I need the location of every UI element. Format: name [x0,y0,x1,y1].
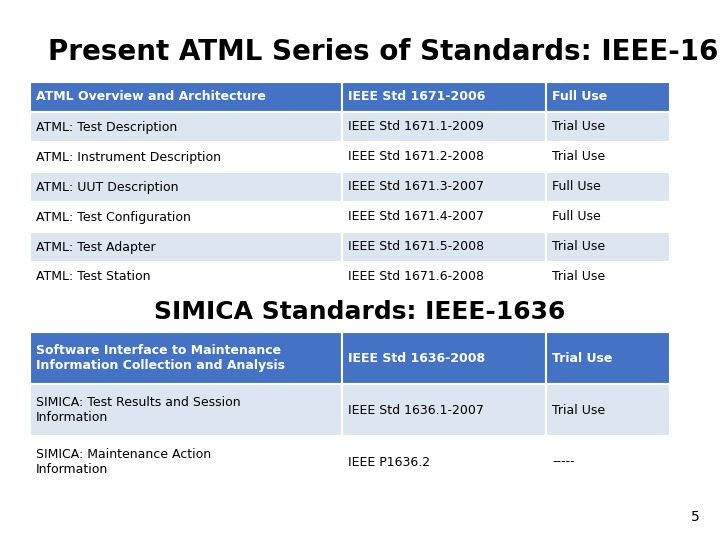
Text: IEEE Std 1671.6-2008: IEEE Std 1671.6-2008 [348,271,484,284]
Text: SIMICA Standards: IEEE-1636: SIMICA Standards: IEEE-1636 [154,300,566,324]
Bar [341,262,546,292]
Bar [341,142,546,172]
Text: Software Interface to Maintenance
Information Collection and Analysis: Software Interface to Maintenance Inform… [36,344,285,372]
Text: IEEE Std 1671.5-2008: IEEE Std 1671.5-2008 [348,240,484,253]
Bar [341,172,546,202]
Bar [546,202,670,232]
Bar [341,202,546,232]
Text: IEEE Std 1671-2006: IEEE Std 1671-2006 [348,91,485,104]
Text: Trial Use: Trial Use [552,240,605,253]
Bar [30,262,341,292]
Bar [30,436,341,488]
Text: IEEE P1636.2: IEEE P1636.2 [348,456,430,469]
Bar [341,82,546,112]
Text: ATML: Test Adapter: ATML: Test Adapter [36,240,156,253]
Text: IEEE Std 1671.3-2007: IEEE Std 1671.3-2007 [348,180,484,193]
Bar [30,112,341,142]
Text: IEEE Std 1636.1-2007: IEEE Std 1636.1-2007 [348,403,483,416]
Text: Trial Use: Trial Use [552,151,605,164]
Bar [30,172,341,202]
Text: IEEE Std 1671.1-2009: IEEE Std 1671.1-2009 [348,120,483,133]
Bar [30,82,341,112]
Bar [30,202,341,232]
Text: -----: ----- [552,456,575,469]
Text: Trial Use: Trial Use [552,120,605,133]
Bar [546,112,670,142]
Bar [546,172,670,202]
Bar [30,232,341,262]
Text: SIMICA: Maintenance Action
Information: SIMICA: Maintenance Action Information [36,448,211,476]
Text: Trial Use: Trial Use [552,403,605,416]
Text: ATML: Test Configuration: ATML: Test Configuration [36,211,191,224]
Text: ATML: UUT Description: ATML: UUT Description [36,180,179,193]
Text: ATML: Instrument Description: ATML: Instrument Description [36,151,221,164]
Text: Full Use: Full Use [552,211,600,224]
Text: SIMICA: Test Results and Session
Information: SIMICA: Test Results and Session Informa… [36,396,240,424]
Bar [546,384,670,436]
Bar [30,332,341,384]
Text: IEEE Std 1671.2-2008: IEEE Std 1671.2-2008 [348,151,484,164]
Text: Present ATML Series of Standards: IEEE-1671: Present ATML Series of Standards: IEEE-1… [48,38,720,66]
Text: IEEE Std 1636-2008: IEEE Std 1636-2008 [348,352,485,365]
Text: Full Use: Full Use [552,180,600,193]
Bar [341,232,546,262]
Bar [546,142,670,172]
Bar [30,142,341,172]
Text: ATML: Test Description: ATML: Test Description [36,120,177,133]
Bar [546,436,670,488]
Bar [546,82,670,112]
Bar [341,384,546,436]
Bar [30,384,341,436]
Text: IEEE Std 1671.4-2007: IEEE Std 1671.4-2007 [348,211,484,224]
Text: ATML: Test Station: ATML: Test Station [36,271,150,284]
Text: Full Use: Full Use [552,91,607,104]
Bar [341,436,546,488]
Text: 5: 5 [691,510,700,524]
Text: Trial Use: Trial Use [552,352,612,365]
Bar [341,332,546,384]
Bar [341,112,546,142]
Text: ATML Overview and Architecture: ATML Overview and Architecture [36,91,266,104]
Bar [546,332,670,384]
Text: Trial Use: Trial Use [552,271,605,284]
Bar [546,262,670,292]
Bar [546,232,670,262]
